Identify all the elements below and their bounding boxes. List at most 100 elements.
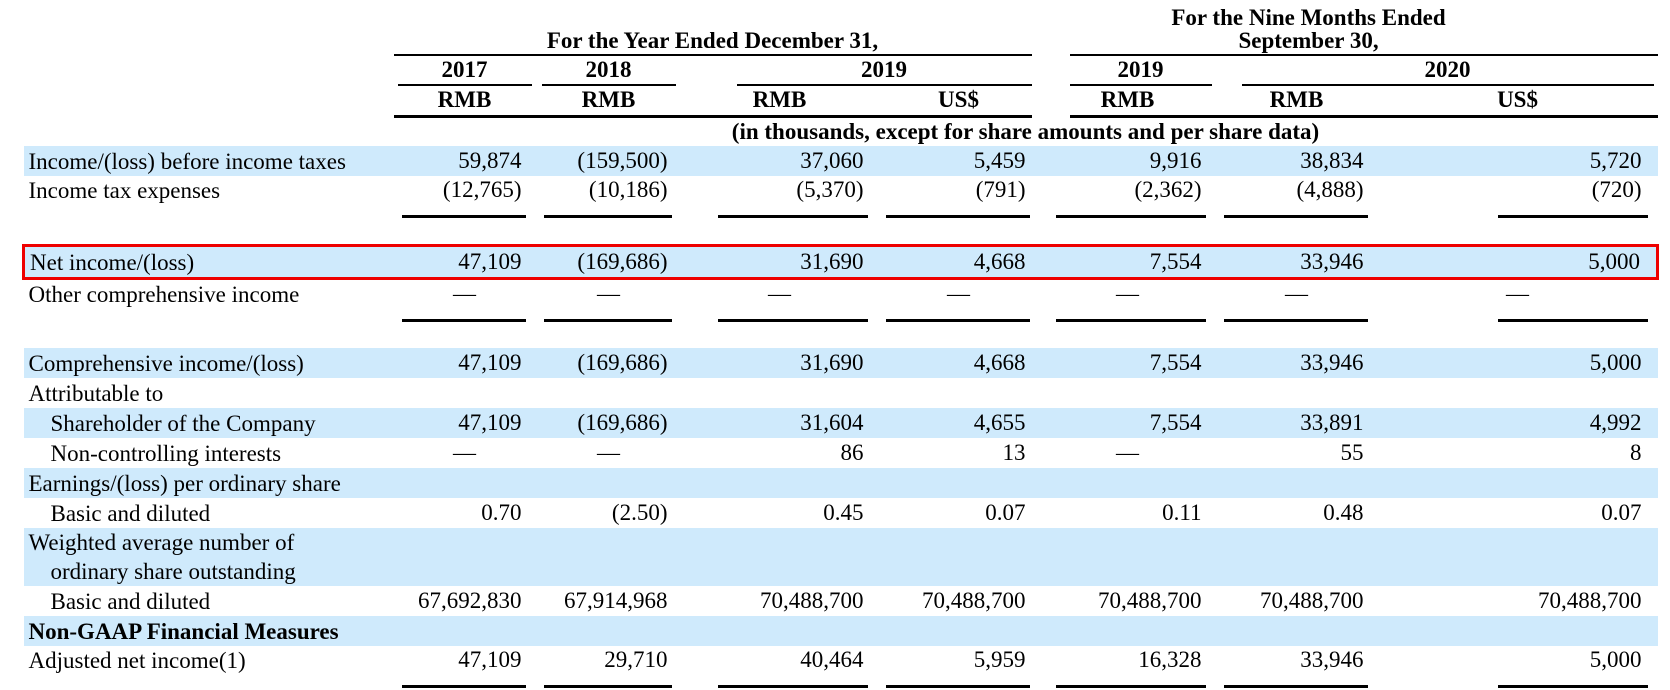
cell-value: 59,874 [393,146,536,176]
table-body: Income/(loss) before income taxes 59,874(… [22,146,1660,690]
cell-value [681,528,878,586]
table-row: Earnings/(loss) per ordinary share [23,468,1658,498]
year-header-2020: 2020 [1216,56,1658,86]
cell-value [1215,528,1378,586]
row-label: Earnings/(loss) per ordinary share [28,470,341,496]
cell-value: 37,060 [681,146,878,176]
year-label: 2019 [1069,58,1212,86]
cell-value: (2.50) [611,500,668,525]
spacer-row [23,324,1658,348]
cell-value: — [453,440,476,465]
cell-value: (169,686) [535,244,682,280]
table-row: Attributable to [24,378,1658,408]
row-label-cell: Basic and diluted [24,498,394,528]
row-label: Basic and diluted [50,588,211,614]
currency-header-row: RMB RMB RMB US$ RMB RMB US$ [24,86,1658,114]
cell-value: 0.07 [985,500,1026,525]
cell-value: 31,604 [681,408,878,438]
cell-value: — [682,279,878,325]
spacer-cell [23,324,1658,348]
header-rule-row [24,114,1658,118]
cell-value: 4,655 [877,408,1040,438]
cell-value [1215,616,1378,646]
cell-value [877,616,1040,646]
cell-value: 47,109 [393,348,536,378]
row-label: Comprehensive income/(loss) [28,350,304,376]
table-row: Basic and diluted 0.70 (2.50) 0.45 0.07 0.11 0… [24,498,1658,528]
row-label-cell: Income tax expenses [24,176,394,220]
cell-value: — [394,279,536,325]
table-row: Income/(loss) before income taxes 59,874(… [23,146,1658,176]
row-label-cell: Income/(loss) before income taxes [23,146,394,176]
cell-value [535,528,682,586]
cell-value: 31,690 [681,244,878,280]
cell-value: 7,554 [1039,408,1216,438]
cell-value: 47,109 [393,408,536,438]
cell-value [1215,468,1378,498]
cell-value [394,378,536,408]
cell-value: 13 [1002,440,1026,465]
income-statement-table: For the Year Ended December 31, For the … [22,6,1660,690]
corner-cell [24,6,394,56]
group-year-ended-label: For the Year Ended December 31, [546,28,879,53]
cell-value [877,468,1040,498]
year-header-2018: 2018 [536,56,682,86]
cell-value: 33,946 [1215,244,1378,280]
currency-header: US$ [938,87,979,112]
table-row: Comprehensive income/(loss) 47,109 (169,68… [23,348,1658,378]
table-row: Shareholder of the Company 47,109 (169,686… [23,408,1658,438]
units-note-row: (in thousands, except for share amounts … [24,118,1658,146]
year-label: 2017 [397,58,532,86]
cell-value: 5,000 [1377,348,1658,378]
cell-value: 67,692,830 [418,588,522,613]
row-label: Adjusted net income(1) [28,648,246,673]
year-header-2019-nine-months: 2019 [1040,56,1216,86]
cell-value: — [1116,440,1140,465]
currency-header: RMB [1269,87,1324,112]
currency-header: RMB [437,87,492,112]
cell-value: 0.07 [1601,500,1642,525]
row-label: Non-controlling interests [50,440,282,466]
table-row: Adjusted net income(1) 47,109 29,710 40,464… [24,646,1658,690]
table-header: For the Year Ended December 31, For the … [24,6,1658,146]
cell-value: 5,959 [878,646,1040,690]
group-nine-months-line2: September 30, [1238,28,1379,53]
cell-value [1377,468,1658,498]
cell-value [536,378,682,408]
cell-value: 4,668 [877,244,1040,280]
cell-value: (159,500) [535,146,682,176]
cell-value [681,468,878,498]
empty-cell [24,118,394,146]
currency-header: RMB [1100,87,1155,112]
group-header-row: For the Year Ended December 31, For the … [24,6,1658,56]
year-label: 2018 [541,58,676,86]
cell-value: 0.45 [823,500,864,525]
empty-cell [24,86,394,114]
spacer-cell [23,220,1658,246]
cell-value: 0.48 [1323,500,1364,525]
cell-value [1039,468,1216,498]
cell-value: — [536,279,682,325]
cell-value: (5,370) [682,176,878,220]
column-group-year-ended: For the Year Ended December 31, [393,6,1040,56]
cell-value [535,616,682,646]
cell-value: 5,000 [1378,646,1658,690]
cell-value: 7,554 [1039,348,1216,378]
cell-value: — [1216,279,1378,325]
cell-value: (791) [878,176,1040,220]
cell-value [393,468,536,498]
row-label: Attributable to [28,380,164,406]
cell-value: 29,710 [536,646,682,690]
cell-value: — [1040,279,1216,325]
year-label: 2019 [736,58,1032,86]
row-label-line2: ordinary share outstanding [50,559,296,584]
cell-value: 4,992 [1377,408,1658,438]
table-row: Other comprehensive income — — — — — — — [24,279,1658,325]
row-label-cell: Weighted average number of ordinary share… [23,528,394,586]
row-label-cell: Other comprehensive income [24,279,394,325]
cell-value: 0.11 [1162,500,1202,525]
row-label-cell: Basic and diluted [24,586,394,616]
row-label-cell: Attributable to [24,378,394,408]
cell-value: 67,914,968 [564,588,668,613]
table-row: Basic and diluted 67,692,830 67,914,968 70,… [24,586,1658,616]
